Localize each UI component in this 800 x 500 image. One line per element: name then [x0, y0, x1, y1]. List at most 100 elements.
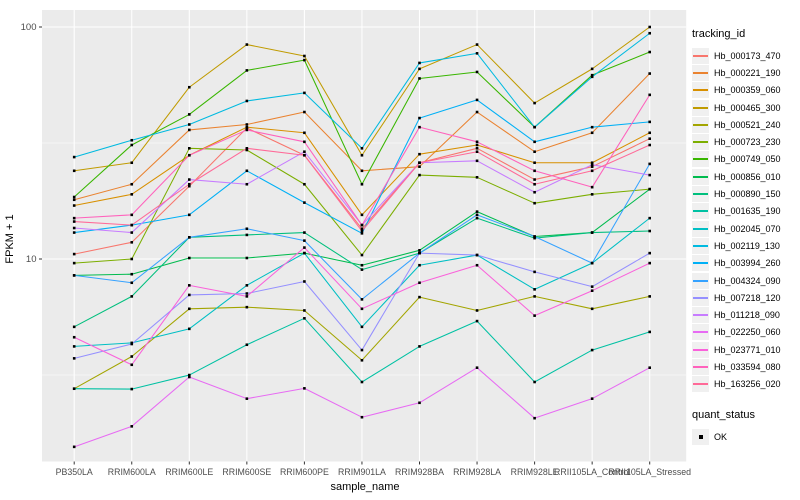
data-point [245, 123, 249, 126]
data-point [188, 182, 191, 186]
legend-key-icon [692, 324, 709, 341]
data-point [360, 348, 364, 352]
data-point [303, 231, 306, 234]
data-point [130, 223, 134, 227]
data-point [648, 216, 651, 220]
data-point [188, 327, 191, 331]
legend-label: Hb_023771_010 [714, 344, 781, 355]
legend-label: Hb_001635_190 [714, 206, 781, 217]
legend-label: Hb_000173_470 [714, 50, 781, 61]
data-point [72, 445, 76, 449]
legend-item-Hb_000465_300: Hb_000465_300 [692, 99, 798, 116]
data-point [130, 425, 134, 428]
data-point [475, 319, 479, 323]
legend-label: Hb_033594_080 [714, 361, 781, 372]
legend-label: Hb_000749_050 [714, 154, 781, 165]
data-point [475, 70, 479, 74]
data-point [245, 295, 249, 298]
data-point [130, 193, 134, 196]
data-point [72, 169, 76, 173]
x-tick-label: RRIM928BA [395, 467, 444, 477]
data-point [533, 140, 536, 144]
legend-item-Hb_023771_010: Hb_023771_010 [692, 341, 798, 358]
data-point [648, 162, 651, 166]
data-point [475, 175, 479, 179]
data-point [533, 270, 536, 274]
data-point [475, 98, 479, 102]
data-point [533, 125, 536, 129]
data-point [475, 143, 479, 147]
data-point [245, 343, 249, 347]
data-point [475, 110, 479, 114]
data-point [418, 345, 421, 348]
data-point [130, 257, 134, 261]
data-point [72, 261, 76, 265]
x-tick-label: RRII105LA_Stressed [608, 467, 691, 477]
legend-key-icon [692, 272, 709, 289]
data-point [303, 140, 306, 144]
y-axis-title-wrap: FPKM + 1 [0, 204, 18, 274]
data-point [130, 161, 134, 165]
legend-label: Hb_000521_240 [714, 119, 781, 130]
legend-label: Hb_002045_070 [714, 223, 781, 234]
legend-label: Hb_000890_150 [714, 189, 781, 200]
data-point [245, 125, 249, 129]
y-axis-title: FPKM + 1 [4, 214, 16, 264]
legend-label: Hb_000856_010 [714, 171, 781, 182]
data-point [418, 61, 421, 65]
legend-item-Hb_000521_240: Hb_000521_240 [692, 116, 798, 133]
legend-item-Hb_002119_130: Hb_002119_130 [692, 237, 798, 254]
data-point [245, 128, 249, 132]
legend-label: Hb_003994_260 [714, 258, 781, 269]
data-point [475, 263, 479, 267]
data-point [533, 178, 536, 181]
x-tick-label: RRIM600SE [222, 467, 271, 477]
data-point [590, 161, 594, 165]
data-point [360, 223, 364, 227]
data-point [418, 116, 421, 120]
data-point [418, 173, 421, 177]
data-point [245, 397, 249, 400]
data-point [130, 387, 134, 391]
legend-key-icon [692, 220, 709, 237]
legend-item-Hb_022250_060: Hb_022250_060 [692, 324, 798, 341]
data-point [648, 131, 651, 135]
data-point [648, 72, 651, 75]
legend-item-Hb_000856_010: Hb_000856_010 [692, 168, 798, 185]
data-point [360, 268, 364, 271]
x-axis-title: sample_name [330, 481, 400, 493]
y-tick-label: 10 [26, 254, 37, 265]
data-point [303, 251, 306, 255]
data-point [188, 184, 191, 188]
data-point [418, 401, 421, 405]
data-point [303, 150, 306, 154]
data-point [533, 190, 536, 194]
legend-key-icon [692, 289, 709, 306]
data-point [303, 317, 306, 320]
data-point [590, 67, 594, 71]
legend-key-icon [692, 358, 709, 375]
data-point [648, 366, 651, 369]
legend-label: Hb_011218_090 [714, 310, 780, 321]
data-point [72, 195, 76, 199]
data-point [648, 251, 651, 255]
data-point [533, 201, 536, 205]
data-point [418, 263, 421, 267]
data-point [245, 227, 249, 231]
data-point [360, 380, 364, 384]
data-point [130, 342, 134, 346]
data-point [360, 169, 364, 173]
data-point [590, 397, 594, 400]
data-point [360, 325, 364, 329]
data-point [72, 357, 76, 360]
data-point [648, 120, 651, 124]
data-point [648, 229, 651, 233]
data-point [590, 125, 594, 129]
x-tick-label: RRIM901LA [338, 467, 386, 477]
data-point [475, 159, 479, 163]
legend-item-Hb_000173_470: Hb_000173_470 [692, 47, 798, 64]
data-point [418, 77, 421, 80]
square-marker-icon [692, 428, 709, 445]
